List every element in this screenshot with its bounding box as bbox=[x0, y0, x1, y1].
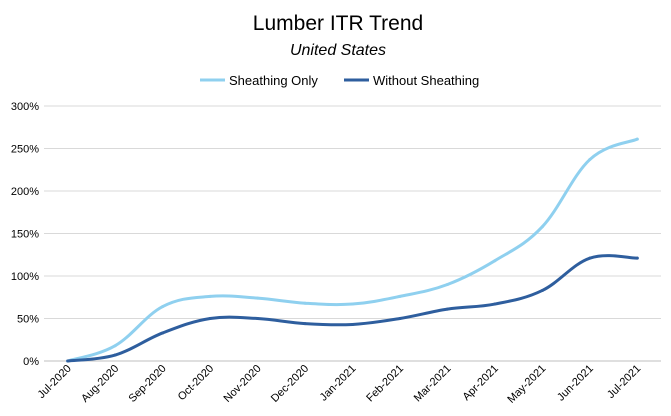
y-tick-label: 0% bbox=[23, 356, 39, 368]
chart-title: Lumber ITR Trend bbox=[253, 12, 423, 35]
x-tick-label: Jan-2021 bbox=[318, 363, 359, 404]
data-point bbox=[540, 225, 544, 229]
data-point bbox=[398, 317, 402, 320]
x-tick-label: Dec-2020 bbox=[269, 363, 311, 405]
chart-subtitle: United States bbox=[290, 42, 386, 59]
x-tick-label: May-2021 bbox=[505, 363, 548, 406]
data-point bbox=[588, 256, 592, 260]
x-tick-label: Jun-2021 bbox=[555, 363, 596, 404]
x-axis-tick-labels: Jul-2020 Aug-2020 Sep-2020 Oct-2020 Nov-2020… bbox=[36, 363, 644, 406]
y-tick-label: 100% bbox=[11, 271, 39, 283]
data-point bbox=[351, 302, 354, 306]
data-point bbox=[445, 307, 449, 311]
y-tick-label: 150% bbox=[11, 229, 39, 241]
legend-label-sheathing-only: Sheathing Only bbox=[229, 73, 318, 88]
data-point bbox=[161, 331, 165, 335]
series-line-without-sheathing bbox=[66, 254, 639, 363]
y-tick-label: 50% bbox=[17, 314, 39, 326]
gridlines bbox=[44, 105, 661, 362]
data-point bbox=[256, 296, 260, 300]
x-tick-label: Nov-2020 bbox=[221, 363, 263, 405]
data-point bbox=[635, 137, 639, 141]
data-point bbox=[398, 294, 402, 298]
y-tick-label: 200% bbox=[11, 186, 39, 198]
series-line-sheathing-only bbox=[66, 137, 639, 363]
data-point bbox=[161, 305, 165, 309]
data-point bbox=[208, 294, 212, 298]
x-tick-label: Aug-2020 bbox=[79, 363, 121, 405]
data-point bbox=[540, 288, 544, 292]
data-point bbox=[445, 283, 449, 286]
x-tick-label: Jul-2021 bbox=[605, 363, 643, 401]
x-tick-label: Feb-2021 bbox=[364, 363, 406, 405]
data-point bbox=[493, 259, 497, 263]
data-point bbox=[113, 344, 117, 348]
data-point bbox=[113, 353, 117, 357]
data-point bbox=[351, 322, 354, 326]
x-tick-label: Oct-2020 bbox=[176, 363, 216, 403]
x-tick-label: Jul-2020 bbox=[36, 363, 74, 401]
legend-label-without-sheathing: Without Sheathing bbox=[373, 73, 479, 88]
x-tick-label: Sep-2020 bbox=[127, 363, 169, 405]
data-point bbox=[256, 317, 260, 320]
data-point bbox=[66, 359, 70, 363]
series-lines bbox=[66, 137, 639, 363]
data-point bbox=[588, 158, 592, 162]
data-point bbox=[493, 302, 497, 306]
x-tick-label: Apr-2021 bbox=[461, 363, 501, 403]
y-tick-label: 250% bbox=[11, 144, 39, 156]
data-point bbox=[208, 317, 212, 320]
y-axis-tick-labels: 0% 50% 100% 150% 200% 250% 300% bbox=[11, 101, 39, 368]
x-tick-label: Mar-2021 bbox=[412, 363, 454, 405]
data-point bbox=[303, 301, 307, 305]
data-point bbox=[303, 322, 307, 326]
legend: Sheathing Only Without Sheathing bbox=[200, 73, 479, 88]
data-point bbox=[635, 256, 639, 260]
y-tick-label: 300% bbox=[11, 101, 39, 113]
